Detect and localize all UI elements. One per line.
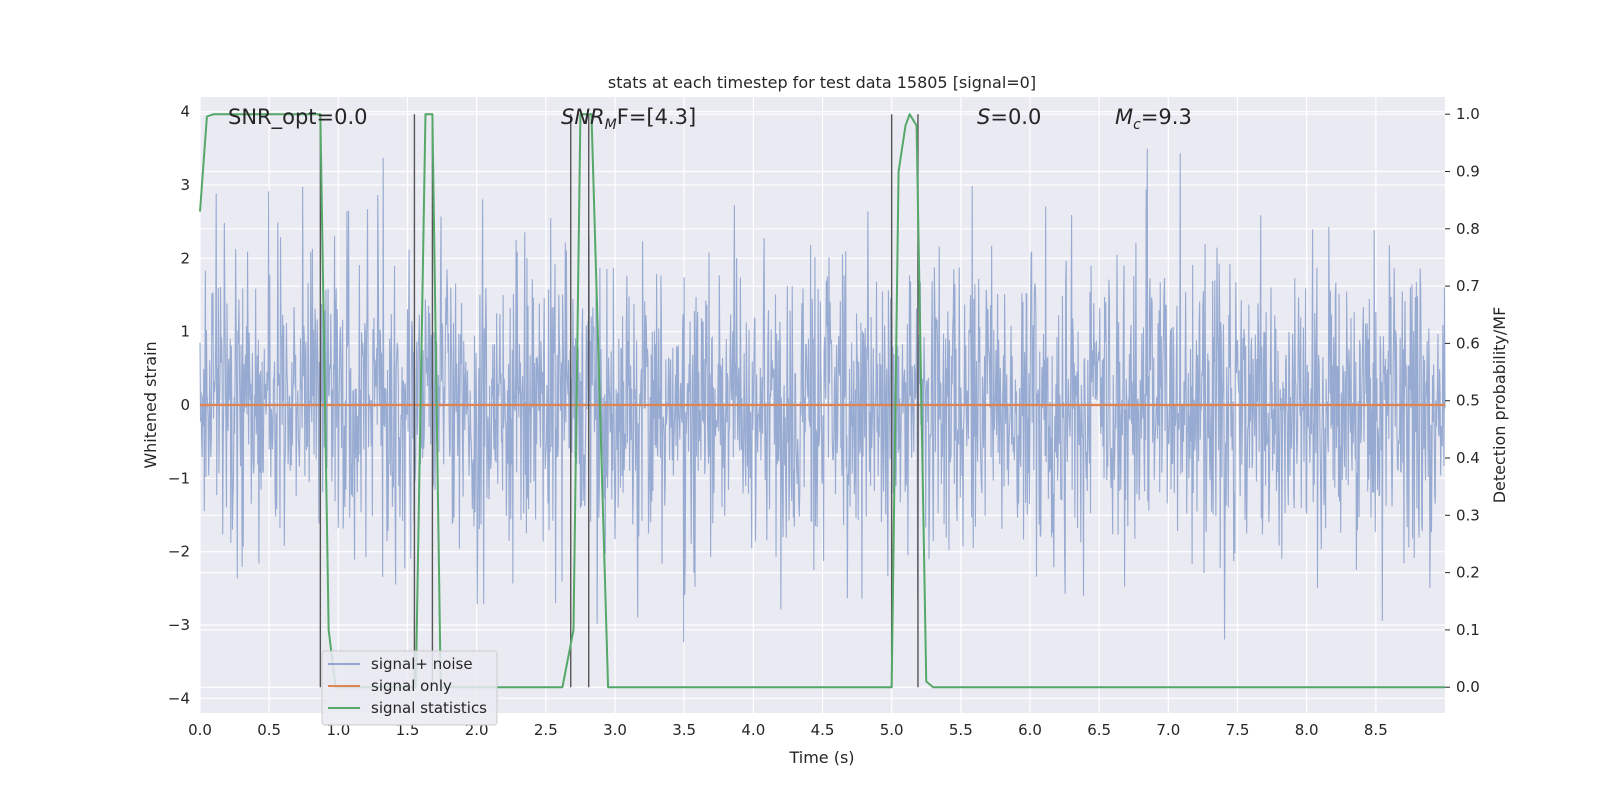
x-tick-label: 2.5 [534,721,558,739]
x-tick-label: 0.5 [257,721,281,739]
y-tick-label-right: 0.8 [1456,220,1480,238]
x-tick-label: 4.0 [741,721,765,739]
tick-labels: 0.0 0.5 1.0 1.5 2.0 2.5 3.0 3.5 4.0 4.5 5.0 5.5 6.0 6… [168,103,1480,739]
y-tick-label-left: 3 [180,176,190,194]
legend-box [321,650,498,726]
y-tick-label-left: −4 [168,689,190,707]
x-tick-label: 7.5 [1226,721,1250,739]
y-tick-label-right: 0.1 [1456,621,1480,639]
y-tick-label-right: 0.0 [1456,678,1480,696]
annotation-s: S=0.0 [977,105,1041,129]
legend-label-signal-only: signal only [371,677,452,695]
x-tick-label: 5.0 [880,721,904,739]
chart-title: stats at each timestep for test data 158… [608,73,1036,92]
y-tick-label-right: 0.5 [1456,392,1480,410]
line-signal-statistics [199,113,1445,689]
legend-label-signal-statistics: signal statistics [371,699,487,717]
x-tick-label: 3.5 [672,721,696,739]
y-tick-label-left: 2 [180,249,190,267]
annotation-snr-mf: SNRMF=[4.3] [561,105,696,133]
x-tick-label: 4.5 [811,721,835,739]
x-tick-label: 8.5 [1364,721,1388,739]
x-axis-label: Time (s) [788,748,854,767]
y-tick-label-right: 0.4 [1456,449,1480,467]
x-tick-label: 6.0 [1018,721,1042,739]
x-tick-label: 3.0 [603,721,627,739]
y-tick-label-left: −3 [168,616,190,634]
annotation-snr-opt: SNR_opt=0.0 [228,105,368,130]
y-tick-label-right: 0.6 [1456,334,1480,352]
series-signal-statistics [199,113,1445,689]
y-tick-label-right: 0.3 [1456,506,1480,524]
y-tick-label-right: 1.0 [1456,105,1480,123]
vertical-markers [319,114,919,688]
series-signal-plus-noise [199,148,1446,643]
y-tick-label-right: 0.9 [1456,162,1480,180]
legend: signal+ noise signal only signal statist… [321,650,498,726]
x-tick-label: 0.0 [188,721,212,739]
y-axis-label-left: Whitened strain [141,341,160,468]
legend-label-signal-plus-noise: signal+ noise [371,655,473,673]
x-tick-label: 6.5 [1087,721,1111,739]
annotation-mc: Mc=9.3 [1115,105,1192,133]
line-signal-plus-noise [199,148,1446,643]
y-tick-label-left: 4 [180,103,190,121]
x-tick-label: 5.5 [949,721,973,739]
y-axis-label-right: Detection probability/MF [1490,307,1509,504]
y-tick-label-left: 1 [180,323,190,341]
y-tick-label-left: 0 [180,396,190,414]
y-tick-label-right: 0.2 [1456,564,1480,582]
y-tick-label-right: 0.7 [1456,277,1480,295]
y-tick-label-left: −2 [168,543,190,561]
y-tick-label-left: −1 [168,469,190,487]
x-tick-label: 8.0 [1295,721,1319,739]
x-tick-label: 7.0 [1156,721,1180,739]
